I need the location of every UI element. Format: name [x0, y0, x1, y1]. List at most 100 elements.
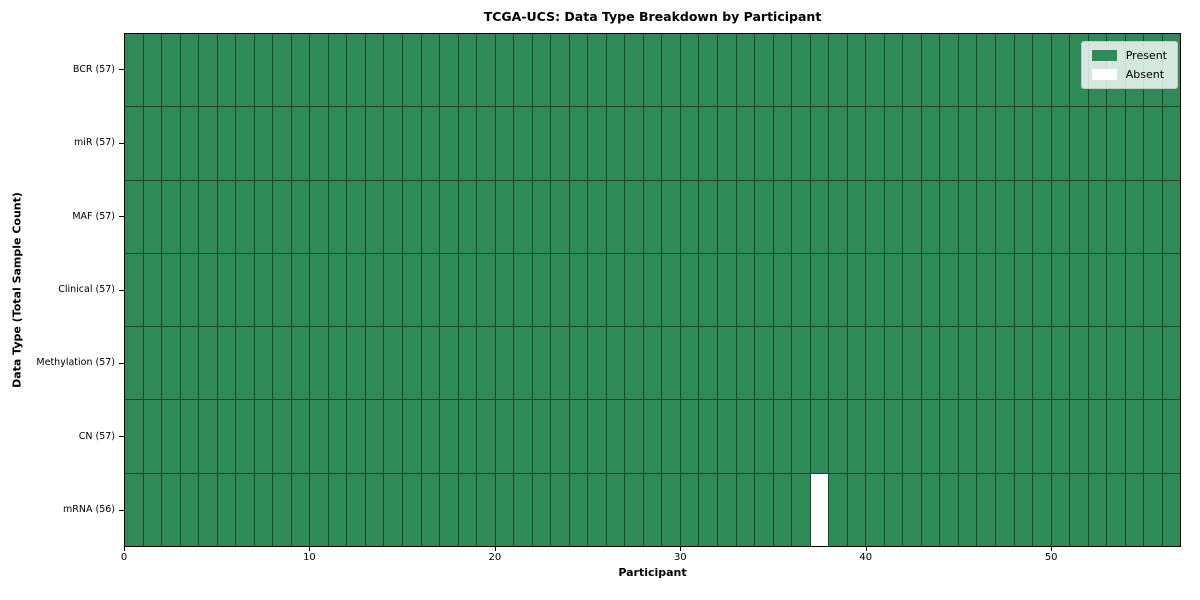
heatmap-cell-present [680, 253, 700, 327]
heatmap-cell-present [236, 253, 255, 327]
heatmap-cell-present [940, 400, 959, 473]
heatmap-cell-present [1162, 473, 1181, 546]
heatmap-cell-present [1070, 107, 1089, 180]
heatmap-cell-present [310, 473, 329, 546]
heatmap-row-methylation [125, 327, 1181, 401]
heatmap-cell-present [1125, 107, 1145, 180]
heatmap-cell-present [773, 34, 793, 107]
heatmap-cell-present [310, 253, 329, 327]
heatmap-cell-present [143, 253, 163, 327]
heatmap-cell-present [829, 253, 848, 327]
heatmap-cell-present [958, 180, 978, 253]
heatmap-cell-present [495, 400, 515, 473]
heatmap-cell-present [273, 107, 292, 180]
heatmap-cell-present [662, 34, 681, 107]
heatmap-cell-present [643, 473, 663, 546]
y-tick-mark [119, 69, 124, 71]
heatmap-cell-present [569, 400, 589, 473]
heatmap-cell-present [477, 473, 496, 546]
heatmap-row-clinical [125, 253, 1181, 328]
heatmap-cell-present [1107, 327, 1126, 400]
heatmap-cell-present [829, 473, 848, 546]
y-tick-label: miR (57) [73, 137, 115, 149]
heatmap-cell-present [662, 400, 681, 473]
heatmap-cell-present [421, 253, 441, 327]
heatmap-cell-present [1051, 253, 1071, 327]
heatmap-cell-present [440, 400, 459, 473]
heatmap-cell-present [1107, 107, 1126, 180]
heatmap-cell-absent [810, 473, 830, 546]
heatmap-cell-present [384, 34, 403, 107]
heatmap-cell-present [143, 34, 163, 107]
heatmap-cell-present [736, 253, 756, 327]
y-tick-label: CN (57) [78, 430, 115, 442]
heatmap-cell-present [736, 473, 756, 546]
heatmap-cell-present [365, 327, 385, 400]
heatmap-cell-present [1144, 400, 1163, 473]
heatmap-cell-present [866, 180, 885, 253]
heatmap-cell-present [143, 400, 163, 473]
heatmap-cell-present [810, 253, 830, 327]
heatmap-cell-present [699, 253, 718, 327]
heatmap-cell-present [365, 34, 385, 107]
heatmap-cell-present [1014, 327, 1034, 400]
heatmap-cell-present [1125, 473, 1145, 546]
heatmap-cell-present [199, 473, 218, 546]
heatmap-cell-present [792, 473, 811, 546]
heatmap-cell-present [958, 327, 978, 400]
heatmap-cell-present [755, 327, 774, 400]
heatmap-cell-present [254, 400, 274, 473]
heatmap-cell-present [477, 34, 496, 107]
heatmap-cell-present [606, 327, 626, 400]
heatmap-cell-present [977, 180, 996, 253]
heatmap-cell-present [921, 34, 941, 107]
heatmap-cell-present [699, 327, 718, 400]
heatmap-cell-present [180, 180, 200, 253]
heatmap-cell-present [1014, 253, 1034, 327]
heatmap-cell-present [402, 34, 422, 107]
heatmap-cell-present [384, 473, 403, 546]
heatmap-cell-present [995, 327, 1015, 400]
heatmap-cell-present [1088, 253, 1108, 327]
heatmap-cell-present [421, 107, 441, 180]
heatmap-cell-present [291, 473, 311, 546]
heatmap-cell-present [940, 253, 959, 327]
heatmap-cell-present [736, 34, 756, 107]
heatmap-cell-present [328, 473, 348, 546]
heatmap-cell-present [1144, 327, 1163, 400]
heatmap-cell-present [199, 327, 218, 400]
heatmap-cell-present [477, 107, 496, 180]
heatmap-cell-present [569, 180, 589, 253]
heatmap-cell-present [884, 107, 904, 180]
heatmap-cell-present [569, 327, 589, 400]
heatmap-cell-present [384, 180, 403, 253]
heatmap-cell-present [1033, 327, 1052, 400]
heatmap-row-mir [125, 107, 1181, 181]
heatmap-cell-present [458, 107, 478, 180]
heatmap-cell-present [718, 473, 737, 546]
heatmap-cell-present [458, 34, 478, 107]
heatmap-cell-present [958, 473, 978, 546]
heatmap-cell-present [440, 327, 459, 400]
heatmap-cell-present [199, 180, 218, 253]
legend-item-absent: Absent [1091, 68, 1167, 81]
heatmap-cell-present [1014, 107, 1034, 180]
heatmap-cell-present [495, 327, 515, 400]
heatmap-cell-present [328, 400, 348, 473]
heatmap-cell-present [440, 180, 459, 253]
heatmap-cell-present [291, 180, 311, 253]
heatmap-cell-present [680, 180, 700, 253]
heatmap-cell-present [847, 327, 867, 400]
heatmap-cell-present [440, 253, 459, 327]
heatmap-cell-present [625, 400, 644, 473]
heatmap-cell-present [995, 400, 1015, 473]
heatmap-cell-present [310, 107, 329, 180]
heatmap-cell-present [551, 327, 570, 400]
heatmap-cell-present [718, 327, 737, 400]
heatmap-cell-present [625, 473, 644, 546]
heatmap-cell-present [440, 473, 459, 546]
heatmap-cell-present [347, 327, 366, 400]
heatmap-cell-present [236, 400, 255, 473]
heatmap-cell-present [162, 107, 181, 180]
heatmap-cell-present [662, 327, 681, 400]
